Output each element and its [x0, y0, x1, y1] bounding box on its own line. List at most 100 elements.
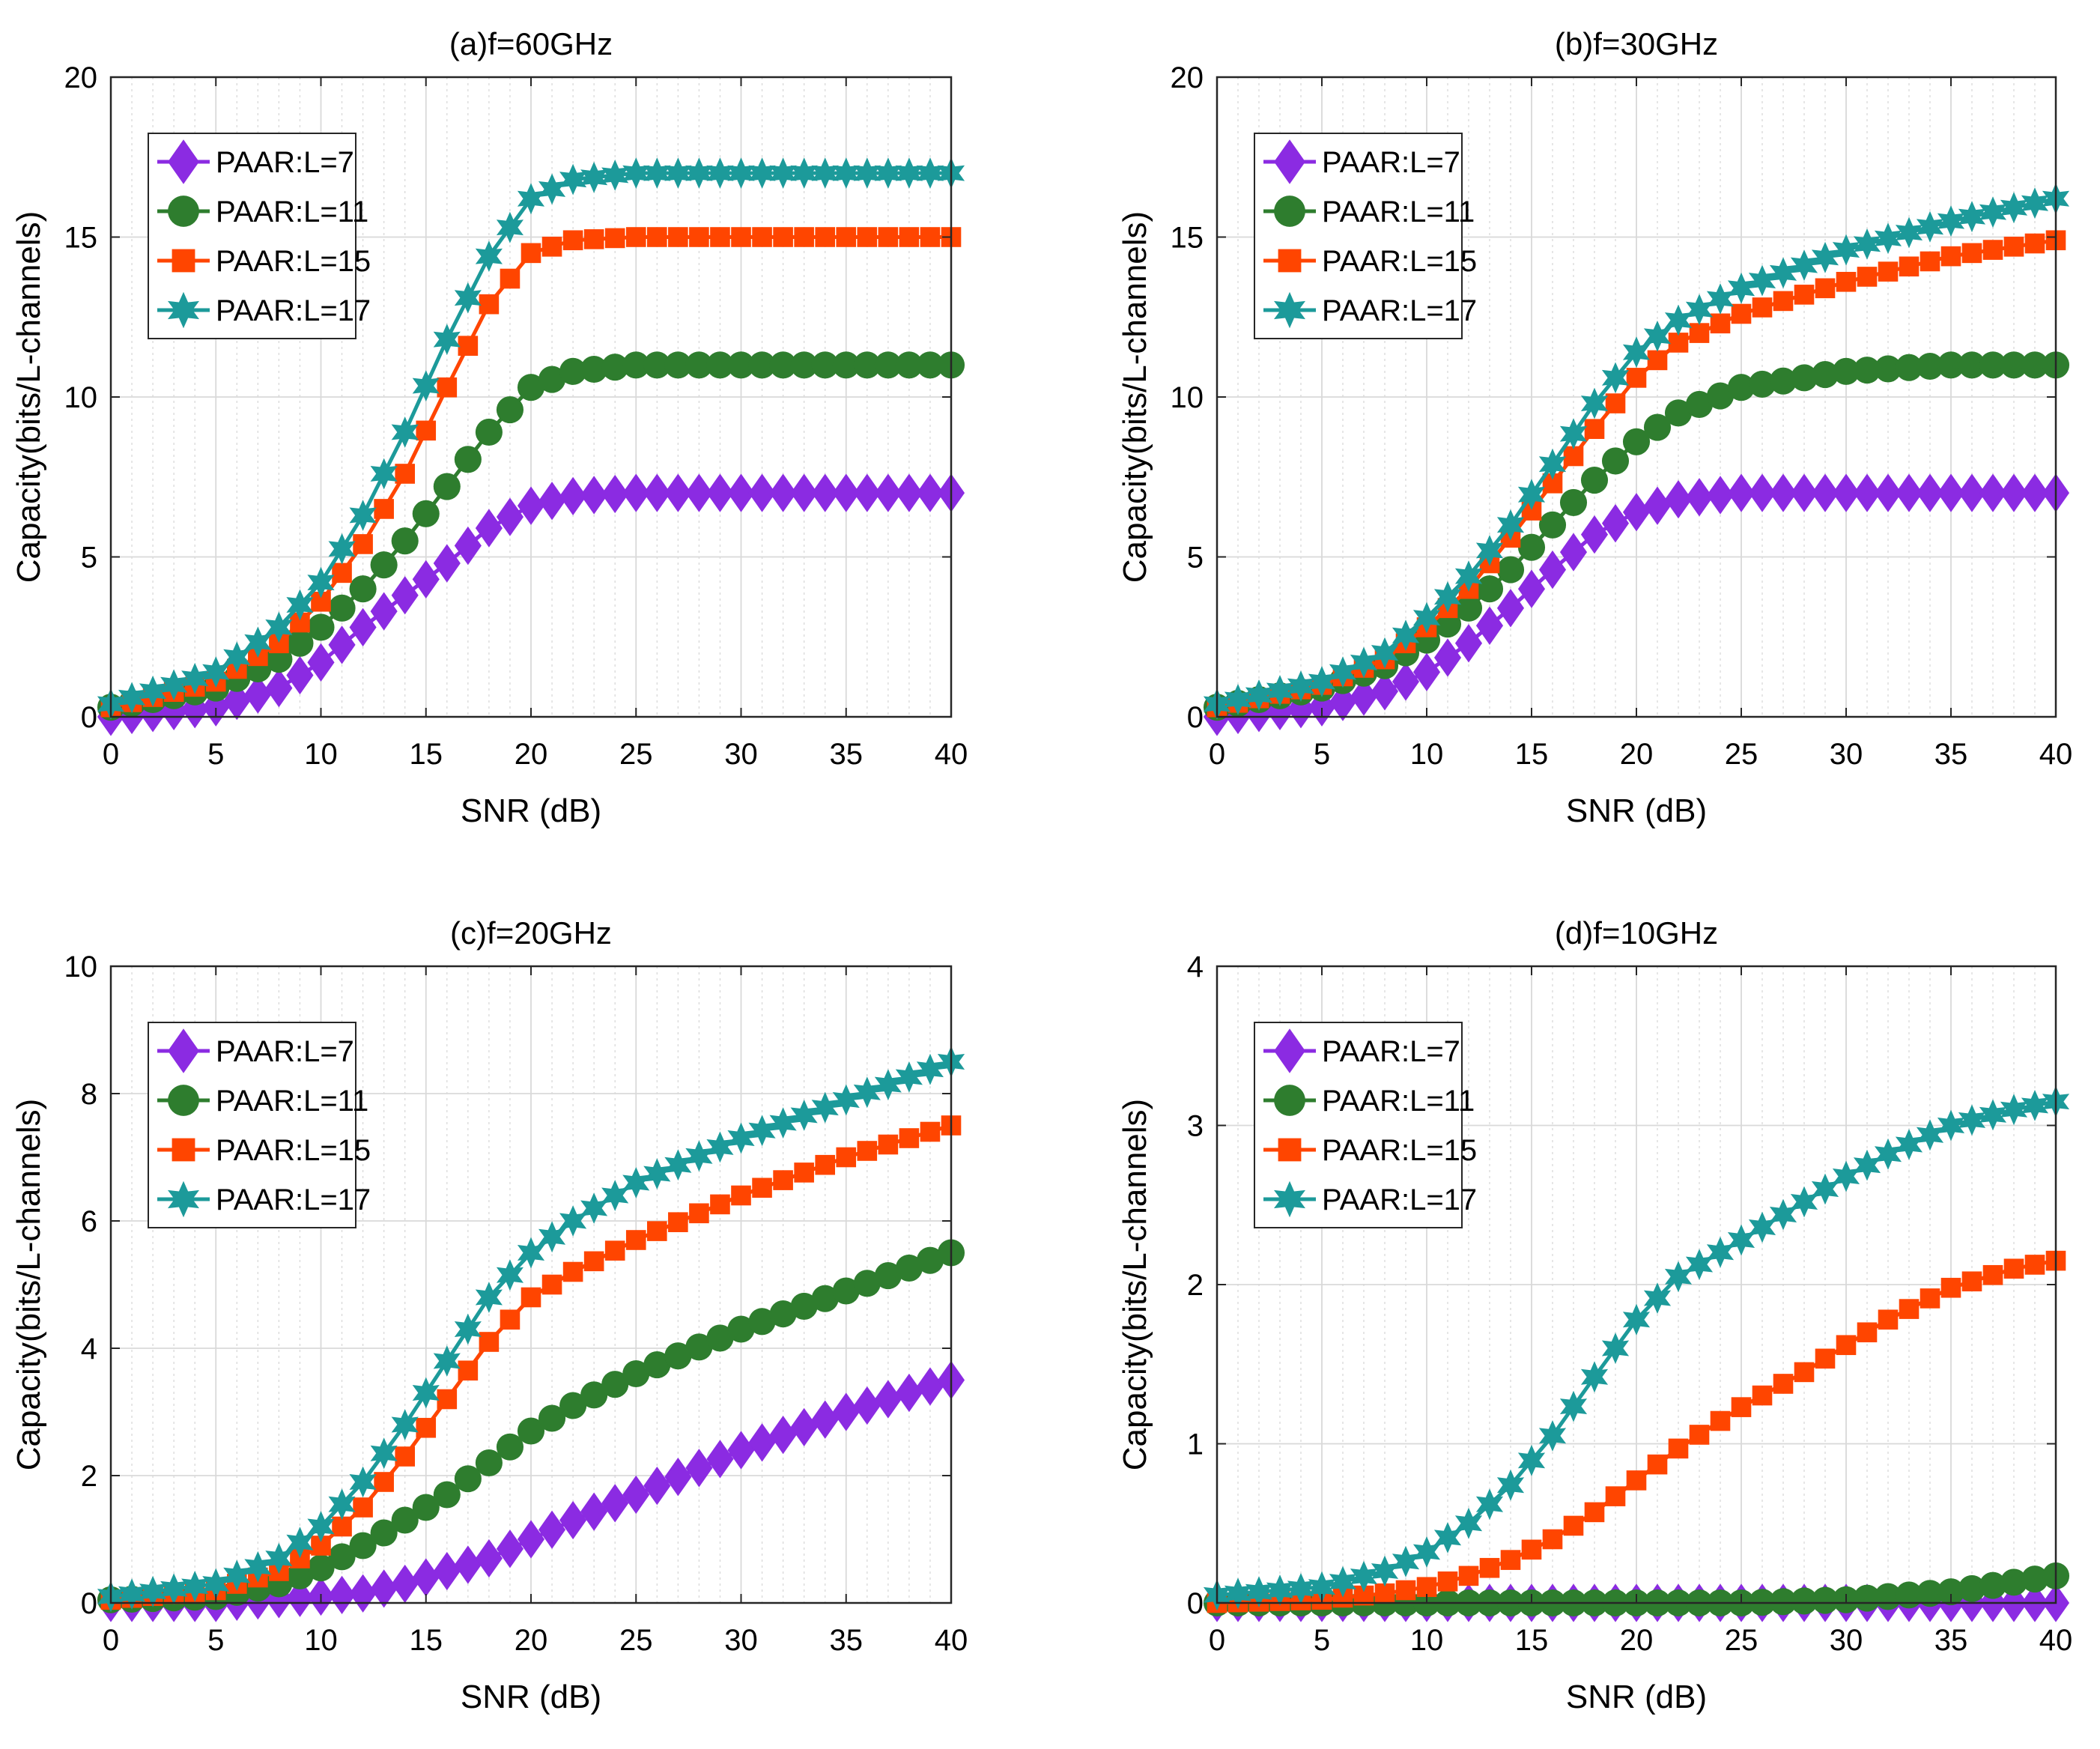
data-point: [583, 1251, 604, 1272]
legend-marker: [1274, 291, 1305, 329]
data-point: [416, 1417, 437, 1438]
legend: PAAR:L=7 PAAR:L=11 PAAR:L=15 PAAR:L=17: [1254, 133, 1477, 339]
data-point: [1622, 336, 1651, 369]
x-tick-label: 10: [1410, 1624, 1444, 1657]
data-point: [689, 1203, 709, 1224]
data-point: [1584, 1502, 1605, 1523]
legend-marker: [1274, 1085, 1305, 1116]
data-point: [559, 1500, 587, 1540]
y-tick-label: 3: [1187, 1110, 1204, 1143]
data-point: [517, 1237, 545, 1269]
data-point: [559, 1392, 587, 1419]
data-point: [601, 354, 629, 381]
data-point: [1874, 1138, 1902, 1170]
data-point: [874, 1380, 902, 1419]
data-point: [625, 1230, 646, 1250]
data-point: [731, 1185, 751, 1206]
data-point: [479, 294, 500, 315]
data-point: [370, 592, 398, 631]
data-point: [1853, 357, 1881, 384]
data-point: [1601, 1333, 1630, 1364]
data-point: [1643, 413, 1672, 441]
data-point: [1895, 1129, 1923, 1160]
data-point: [1479, 1557, 1500, 1578]
x-tick-label: 40: [935, 738, 968, 771]
data-point: [643, 1158, 671, 1189]
data-point: [349, 1532, 377, 1559]
data-point: [454, 526, 482, 566]
data-point: [874, 1262, 902, 1290]
data-point: [1811, 1586, 1839, 1614]
data-point: [643, 1466, 671, 1506]
data-point: [328, 594, 356, 622]
data-point: [895, 1373, 923, 1413]
series-PAAR:L=15: [100, 227, 962, 718]
data-point: [853, 1270, 881, 1297]
data-point: [1601, 504, 1630, 543]
data-point: [1538, 448, 1567, 480]
data-point: [538, 366, 566, 393]
y-axis-label: Capacity(bits/L-channels): [1117, 211, 1153, 583]
data-point: [769, 1415, 797, 1455]
data-point: [916, 1246, 944, 1274]
data-point: [496, 1530, 524, 1568]
legend-marker: [168, 1028, 199, 1073]
panel-b: 0 5 10 15 20 25 30 35 40 0 5 10 15 20 (b)f=30GHz SNR (d…: [1117, 26, 2072, 829]
x-tick-label: 10: [304, 738, 338, 771]
data-point: [1832, 473, 1860, 512]
data-point: [1454, 1507, 1483, 1539]
data-point: [836, 227, 857, 247]
series-PAAR:L=17: [97, 157, 965, 720]
data-point: [1580, 1361, 1609, 1393]
y-axis-label: Capacity(bits/L-channels): [10, 211, 47, 583]
data-point: [1958, 1574, 1986, 1602]
data-point: [1371, 637, 1399, 669]
y-tick-label: 2: [81, 1460, 97, 1493]
data-point: [1601, 447, 1630, 475]
data-point: [1769, 257, 1797, 289]
data-point: [559, 1205, 587, 1237]
data-point: [517, 374, 545, 401]
data-point: [689, 227, 709, 247]
data-point: [1961, 243, 1982, 264]
data-point: [1937, 205, 1965, 237]
data-point: [374, 499, 394, 519]
data-point: [286, 1562, 314, 1589]
data-point: [811, 351, 839, 379]
y-tick-label: 10: [1171, 381, 1204, 414]
data-point: [332, 563, 352, 583]
data-point: [307, 1511, 335, 1542]
data-point: [1706, 382, 1735, 410]
data-point: [622, 473, 650, 512]
data-point: [496, 1259, 524, 1291]
data-point: [1832, 357, 1860, 385]
data-point: [668, 1212, 688, 1232]
data-point: [475, 1539, 503, 1578]
data-point: [1958, 201, 1986, 233]
data-point: [874, 473, 902, 512]
data-point: [773, 1170, 793, 1190]
legend-label: PAAR:L=11: [216, 195, 368, 228]
legend-label: PAAR:L=7: [1322, 1035, 1460, 1068]
data-point: [1811, 361, 1839, 389]
x-tick-label: 40: [935, 1624, 968, 1657]
y-tick-label: 15: [1171, 222, 1204, 255]
data-point: [202, 1568, 230, 1600]
legend-label: PAAR:L=17: [216, 294, 371, 327]
data-point: [1710, 1410, 1731, 1431]
data-point: [1706, 1236, 1735, 1268]
data-point: [1542, 1529, 1563, 1550]
legend-label: PAAR:L=7: [216, 146, 354, 179]
data-point: [538, 173, 566, 205]
data-point: [604, 228, 625, 249]
legend-label: PAAR:L=7: [216, 1035, 354, 1068]
data-point: [580, 1492, 608, 1531]
y-tick-label: 20: [1171, 61, 1204, 94]
data-point: [1392, 662, 1420, 701]
data-point: [1559, 418, 1588, 449]
x-tick-label: 25: [619, 738, 653, 771]
legend-label: PAAR:L=15: [216, 245, 371, 278]
data-point: [349, 607, 377, 647]
series-PAAR:L=11: [97, 351, 965, 721]
data-point: [1982, 240, 2003, 260]
